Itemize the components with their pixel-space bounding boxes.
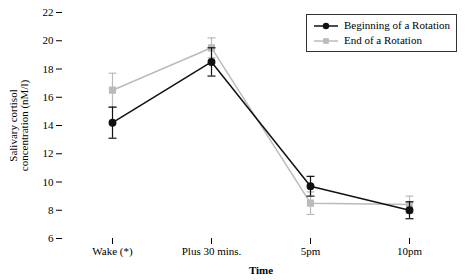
svg-text:18: 18 (43, 63, 55, 75)
svg-text:Wake (*): Wake (*) (92, 245, 133, 258)
svg-text:20: 20 (43, 34, 55, 46)
svg-text:Time: Time (249, 264, 273, 276)
svg-text:12: 12 (43, 147, 54, 159)
svg-text:6: 6 (48, 232, 54, 244)
html-text:End of a Rotation: End of a Rotation (344, 34, 422, 46)
svg-text:10pm: 10pm (397, 245, 423, 257)
svg-text:Salivary cortisolconcentration: Salivary cortisolconcentration (nM/l) (7, 80, 31, 172)
svg-text:5pm: 5pm (301, 245, 321, 257)
svg-text:16: 16 (43, 91, 55, 103)
html-text:Beginning of a Rotation: Beginning of a Rotation (344, 19, 450, 31)
svg-text:22: 22 (43, 6, 54, 18)
svg-text:Plus 30 mins.: Plus 30 mins. (182, 245, 242, 257)
svg-text:14: 14 (43, 119, 55, 131)
svg-text:10: 10 (43, 176, 55, 188)
svg-text:8: 8 (48, 204, 54, 216)
